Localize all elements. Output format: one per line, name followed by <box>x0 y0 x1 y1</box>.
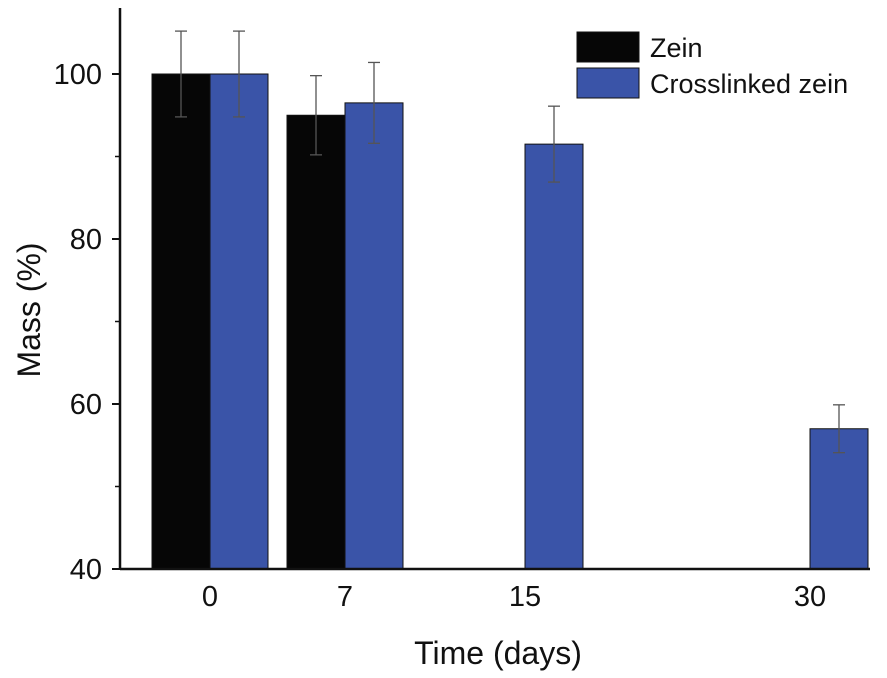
x-tick-label-0: 0 <box>202 581 218 613</box>
y-tick-label-40: 40 <box>70 554 102 586</box>
legend-label-zein: Zein <box>650 33 703 63</box>
y-tick-label-80: 80 <box>70 224 102 256</box>
errorbar-crosslinked-zein-day-15 <box>548 105 560 183</box>
legend-swatch-crosslinked-zein <box>576 67 640 99</box>
y-tick-label-60: 60 <box>70 389 102 421</box>
legend-label-crosslinked-zein: Crosslinked zein <box>650 69 848 99</box>
y-axis-ticks: 40 60 80 100 <box>54 59 120 586</box>
legend: Zein Crosslinked zein <box>576 31 848 99</box>
bar-crosslinked-zein-day-15 <box>524 143 584 570</box>
errorbar-zein-day-0 <box>175 30 187 118</box>
errorbar-crosslinked-zein-day-30 <box>833 404 845 454</box>
x-axis-title: Time (days) <box>414 635 582 671</box>
errorbar-zein-day-7 <box>310 75 322 156</box>
bar-zein-day-0 <box>151 73 211 570</box>
errorbar-group <box>175 30 845 454</box>
y-axis-title: Mass (%) <box>11 242 47 377</box>
bar-crosslinked-zein-day-7 <box>344 102 404 570</box>
x-tick-label-7: 7 <box>337 581 353 613</box>
bar-crosslinked-zein-day-0 <box>209 73 269 570</box>
x-axis-ticks: 0 7 15 30 <box>202 581 826 613</box>
y-tick-label-100: 100 <box>54 59 102 91</box>
errorbar-crosslinked-zein-day-0 <box>233 30 245 118</box>
x-tick-label-30: 30 <box>794 581 826 613</box>
bar-group <box>151 73 869 570</box>
x-tick-label-15: 15 <box>509 581 541 613</box>
bar-zein-day-7 <box>286 114 346 570</box>
errorbar-crosslinked-zein-day-7 <box>368 61 380 144</box>
legend-swatch-zein <box>576 31 640 63</box>
